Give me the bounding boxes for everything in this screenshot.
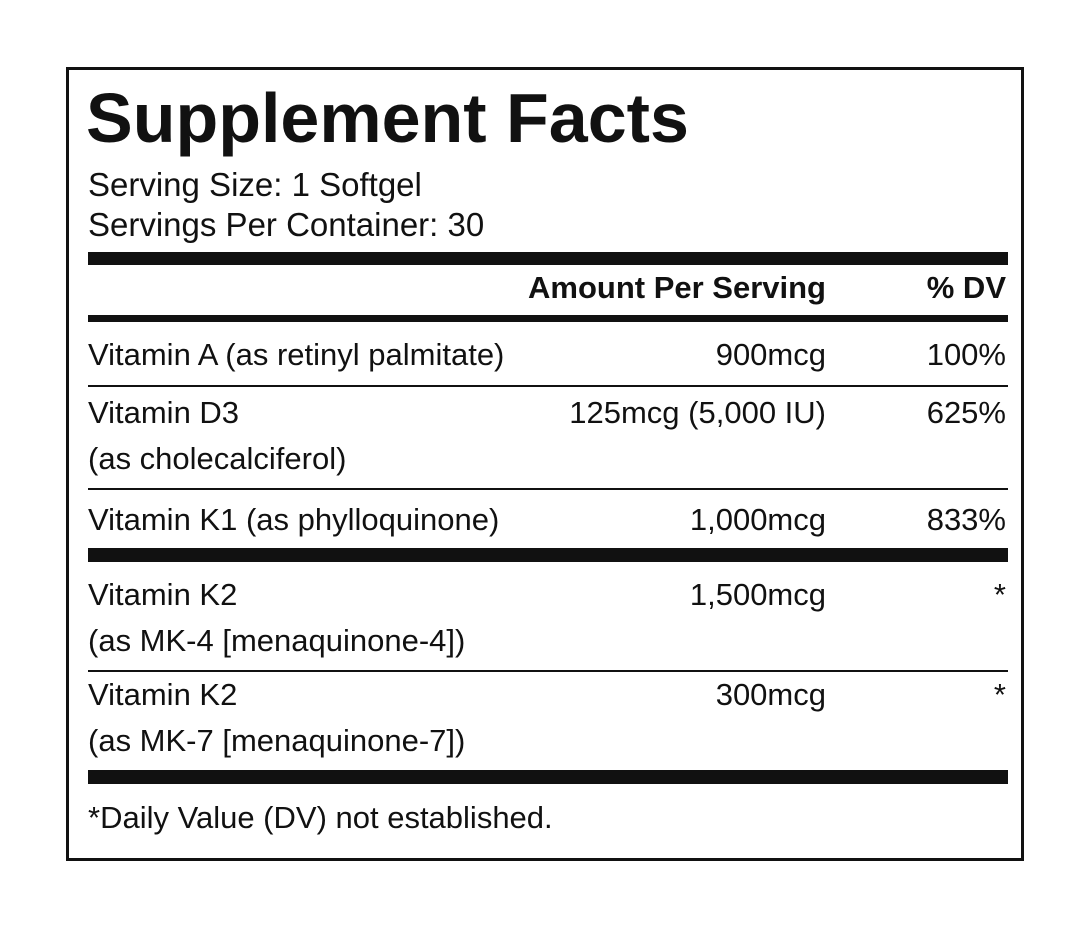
label-border xyxy=(66,67,1024,861)
servings-per-container: Servings Per Container: 30 xyxy=(88,206,485,243)
daily-value: * xyxy=(993,577,1006,612)
nutrient-name: (as MK-7 [menaquinone-7]) xyxy=(88,723,466,758)
daily-value: 100% xyxy=(926,337,1006,372)
amount: 1,000mcg xyxy=(689,502,826,537)
amount: 900mcg xyxy=(715,337,826,372)
nutrient-name: Vitamin D3 xyxy=(88,395,240,430)
daily-value: * xyxy=(993,677,1006,712)
nutrient-name: Vitamin K1 (as phylloquinone) xyxy=(88,502,500,537)
footnote: *Daily Value (DV) not established. xyxy=(88,800,553,835)
header-amount: Amount Per Serving xyxy=(528,270,826,305)
thick-bar xyxy=(88,252,1008,265)
daily-value: 625% xyxy=(926,395,1006,430)
nutrient-name: (as MK-4 [menaquinone-4]) xyxy=(88,623,466,658)
serving-size: Serving Size: 1 Softgel xyxy=(88,166,422,203)
nutrient-name: Vitamin K2 xyxy=(88,677,238,712)
daily-value: 833% xyxy=(926,502,1006,537)
medium-bar xyxy=(88,315,1008,322)
thick-bar xyxy=(88,548,1008,562)
nutrient-name: Vitamin A (as retinyl palmitate) xyxy=(88,337,505,372)
nutrient-name: Vitamin K2 xyxy=(88,577,238,612)
title: Supplement Facts xyxy=(86,79,689,157)
amount: 300mcg xyxy=(715,677,826,712)
amount: 125mcg (5,000 IU) xyxy=(569,395,826,430)
nutrient-name: (as cholecalciferol) xyxy=(88,441,347,476)
thin-line xyxy=(88,385,1008,387)
thick-bar xyxy=(88,770,1008,784)
header-dv: % DV xyxy=(926,270,1006,305)
amount: 1,500mcg xyxy=(689,577,826,612)
thin-line xyxy=(88,670,1008,672)
thin-line xyxy=(88,488,1008,490)
